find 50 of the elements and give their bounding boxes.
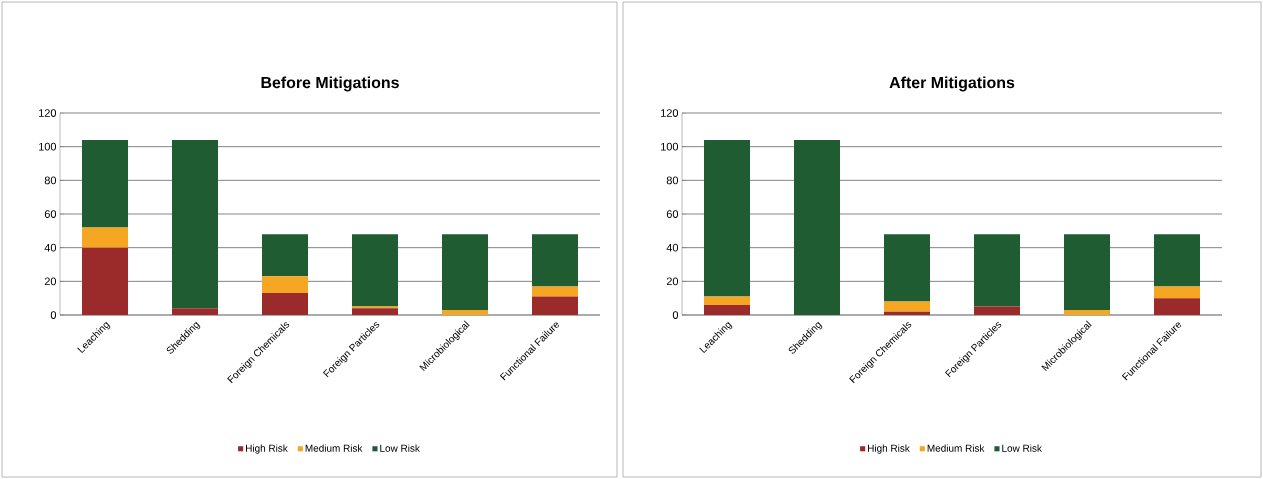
y-tick-label: 80 xyxy=(666,176,679,185)
legend-label: Medium Risk xyxy=(927,444,985,452)
bar xyxy=(974,234,1021,307)
legend-label: High Risk xyxy=(246,444,288,454)
legend-label: High Risk xyxy=(868,444,910,454)
bar xyxy=(704,296,751,305)
y-tick-label: 120 xyxy=(661,109,679,117)
y-tick-label: 0 xyxy=(50,311,57,319)
bar xyxy=(974,306,1021,315)
bar xyxy=(884,234,931,302)
bar xyxy=(1154,286,1201,299)
y-tick-label: 120 xyxy=(39,109,57,117)
bar xyxy=(82,227,128,248)
y-tick-label: 20 xyxy=(666,277,679,286)
y-tick-label: 0 xyxy=(672,311,679,319)
bar xyxy=(82,139,128,228)
legend-label: Low Risk xyxy=(380,444,420,452)
bar xyxy=(442,234,488,310)
chart-title: After Mitigations xyxy=(889,76,1015,92)
bar xyxy=(1154,298,1201,315)
bar xyxy=(172,308,218,315)
legend-label: Medium Risk xyxy=(305,444,363,452)
y-tick-label: 100 xyxy=(39,142,57,151)
y-tick-label: 80 xyxy=(44,176,57,185)
bar xyxy=(1154,234,1201,287)
y-tick-label: 40 xyxy=(44,243,57,252)
chart-title: Before Mitigations xyxy=(261,76,399,92)
bar xyxy=(262,276,308,294)
bar xyxy=(532,286,578,297)
y-tick-label: 20 xyxy=(44,277,57,286)
bar xyxy=(172,139,218,309)
bar xyxy=(704,139,751,297)
bar xyxy=(884,301,931,312)
bar xyxy=(442,309,488,315)
y-tick-label: 100 xyxy=(661,142,679,151)
bar xyxy=(352,234,398,307)
bar xyxy=(262,293,308,315)
bar xyxy=(82,247,128,315)
bar xyxy=(1064,234,1111,310)
y-tick-label: 60 xyxy=(44,210,57,218)
bar xyxy=(1064,309,1111,315)
bar xyxy=(352,308,398,315)
bar xyxy=(532,296,578,315)
y-tick-label: 60 xyxy=(666,210,679,218)
legend-label: Low Risk xyxy=(1002,444,1042,452)
y-tick-label: 40 xyxy=(666,243,679,252)
bar xyxy=(262,234,308,277)
bar xyxy=(794,139,841,315)
bar xyxy=(704,304,751,315)
bar xyxy=(532,234,578,287)
